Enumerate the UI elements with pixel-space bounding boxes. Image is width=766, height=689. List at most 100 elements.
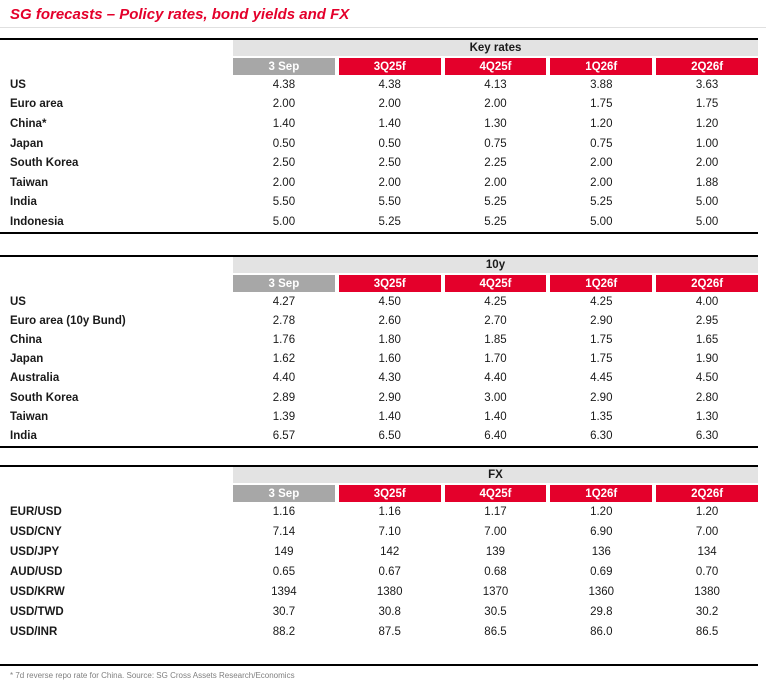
row-label: China* (10, 117, 47, 130)
value-cell: 1.90 (695, 353, 719, 366)
value-cell: 1.80 (378, 333, 401, 346)
table-body: US 4.38 4.38 4.13 3.88 3.63 Euro area 2.00 2.00 2… (0, 75, 758, 232)
value-cell: 29.8 (590, 606, 613, 618)
value-cell: 4.50 (695, 372, 719, 385)
row-label: South Korea (10, 391, 79, 404)
value-cell: 1360 (588, 586, 615, 598)
value-cell: 5.00 (590, 215, 613, 228)
row-label: Japan (10, 137, 44, 150)
header-spacer (0, 275, 233, 292)
value-cell: 0.50 (272, 137, 296, 150)
column-header-2q26f: 2Q26f (656, 485, 758, 502)
title-divider (0, 27, 766, 28)
value-cell: 86.0 (590, 626, 613, 638)
column-header-1q26f: 1Q26f (550, 275, 653, 292)
value-cell: 2.00 (272, 98, 296, 111)
value-cell: 0.75 (484, 137, 507, 150)
value-cell: 2.78 (272, 314, 296, 327)
value-cell: 2.00 (378, 176, 401, 189)
row-label: AUD/USD (10, 566, 63, 578)
table-row: USD/KRW 1394 1380 1370 1360 1380 (0, 582, 758, 602)
value-cell: 3.88 (590, 78, 613, 91)
row-label: South Korea (10, 157, 79, 170)
value-cell: 4.00 (695, 295, 719, 308)
row-label: India (10, 429, 37, 442)
value-cell: 6.90 (590, 526, 613, 538)
value-cell: 1.00 (695, 137, 719, 150)
column-header-1q26f: 1Q26f (550, 485, 653, 502)
value-cell: 5.00 (695, 196, 719, 209)
row-values: 1.40 1.40 1.30 1.20 1.20 (233, 118, 758, 130)
table-row: USD/INR 88.2 87.5 86.5 86.0 86.5 (0, 622, 758, 642)
value-cell: 0.67 (378, 566, 401, 578)
value-cell: 4.25 (484, 295, 507, 308)
table-row: Euro area 2.00 2.00 2.00 1.75 1.75 (0, 95, 758, 115)
key-rates-table: Key rates 3 Sep 3Q25f 4Q25f 1Q26f 2Q26f US 4.… (0, 38, 758, 234)
table-row: AUD/USD 0.65 0.67 0.68 0.69 0.70 (0, 562, 758, 582)
column-header-3q25f: 3Q25f (338, 485, 441, 502)
value-cell: 87.5 (378, 626, 401, 638)
value-cell: 1.40 (272, 117, 296, 130)
value-cell: 4.30 (378, 372, 401, 385)
value-cell: 4.38 (272, 78, 296, 91)
value-cell: 2.00 (484, 176, 507, 189)
value-cell: 2.95 (695, 314, 719, 327)
value-cell: 1.60 (378, 353, 401, 366)
value-cell: 86.5 (695, 626, 719, 638)
row-label: Japan (10, 353, 44, 366)
value-cell: 4.50 (378, 295, 401, 308)
row-label: USD/CNY (10, 526, 62, 538)
row-values: 1.39 1.40 1.40 1.35 1.30 (233, 411, 758, 423)
row-label: India (10, 196, 37, 209)
value-cell: 4.40 (484, 372, 507, 385)
column-header-1q26f: 1Q26f (550, 58, 653, 75)
table-row: China* 1.40 1.40 1.30 1.20 1.20 (0, 114, 758, 134)
column-header-row: 3 Sep 3Q25f 4Q25f 1Q26f 2Q26f (0, 58, 758, 75)
row-values: 149 142 139 136 134 (233, 546, 758, 558)
row-values: 2.89 2.90 3.00 2.90 2.80 (233, 392, 758, 404)
column-header-2q26f: 2Q26f (656, 275, 758, 292)
value-cell: 1.16 (272, 506, 296, 518)
table-band: Key rates (0, 40, 758, 56)
value-cell: 2.25 (484, 157, 507, 170)
column-header-3q25f: 3Q25f (338, 275, 441, 292)
table-row: Indonesia 5.00 5.25 5.25 5.00 5.00 (0, 212, 758, 232)
row-values: 0.65 0.67 0.68 0.69 0.70 (233, 566, 758, 578)
value-cell: 1.85 (484, 333, 507, 346)
value-cell: 6.57 (272, 429, 296, 442)
value-cell: 4.45 (590, 372, 613, 385)
row-label: Taiwan (10, 410, 49, 423)
table-band: 10y (0, 257, 758, 273)
value-cell: 6.30 (695, 429, 719, 442)
value-cell: 5.25 (484, 196, 507, 209)
value-cell: 5.25 (590, 196, 613, 209)
value-cell: 2.00 (484, 98, 507, 111)
column-header-4q25f: 4Q25f (444, 485, 547, 502)
value-cell: 2.00 (590, 157, 613, 170)
table-row: EUR/USD 1.16 1.16 1.17 1.20 1.20 (0, 502, 758, 522)
value-cell: 1.70 (484, 353, 507, 366)
column-header-3-sep: 3 Sep (233, 275, 335, 292)
value-cell: 1.30 (484, 117, 507, 130)
value-cell: 2.89 (272, 391, 296, 404)
table-section-label: FX (233, 467, 758, 483)
row-values: 30.7 30.8 30.5 29.8 30.2 (233, 606, 758, 618)
row-values: 0.50 0.50 0.75 0.75 1.00 (233, 138, 758, 150)
table-row: USD/JPY 149 142 139 136 134 (0, 542, 758, 562)
value-cell: 1.65 (695, 333, 719, 346)
table-row: Taiwan 2.00 2.00 2.00 2.00 1.88 (0, 173, 758, 193)
row-label: China (10, 333, 42, 346)
value-cell: 1.20 (695, 117, 719, 130)
row-values: 2.50 2.50 2.25 2.00 2.00 (233, 157, 758, 169)
table-row: USD/TWD 30.7 30.8 30.5 29.8 30.2 (0, 602, 758, 622)
table-row: US 4.38 4.38 4.13 3.88 3.63 (0, 75, 758, 95)
value-cell: 5.50 (272, 196, 296, 209)
value-cell: 1.30 (695, 410, 719, 423)
row-label: EUR/USD (10, 506, 62, 518)
value-cell: 7.14 (272, 526, 296, 538)
row-label: Australia (10, 372, 60, 385)
value-cell: 30.2 (695, 606, 719, 618)
column-header-row: 3 Sep 3Q25f 4Q25f 1Q26f 2Q26f (0, 275, 758, 292)
value-cell: 1.40 (378, 117, 401, 130)
footnote: * 7d reverse repo rate for China. Source… (10, 671, 295, 680)
